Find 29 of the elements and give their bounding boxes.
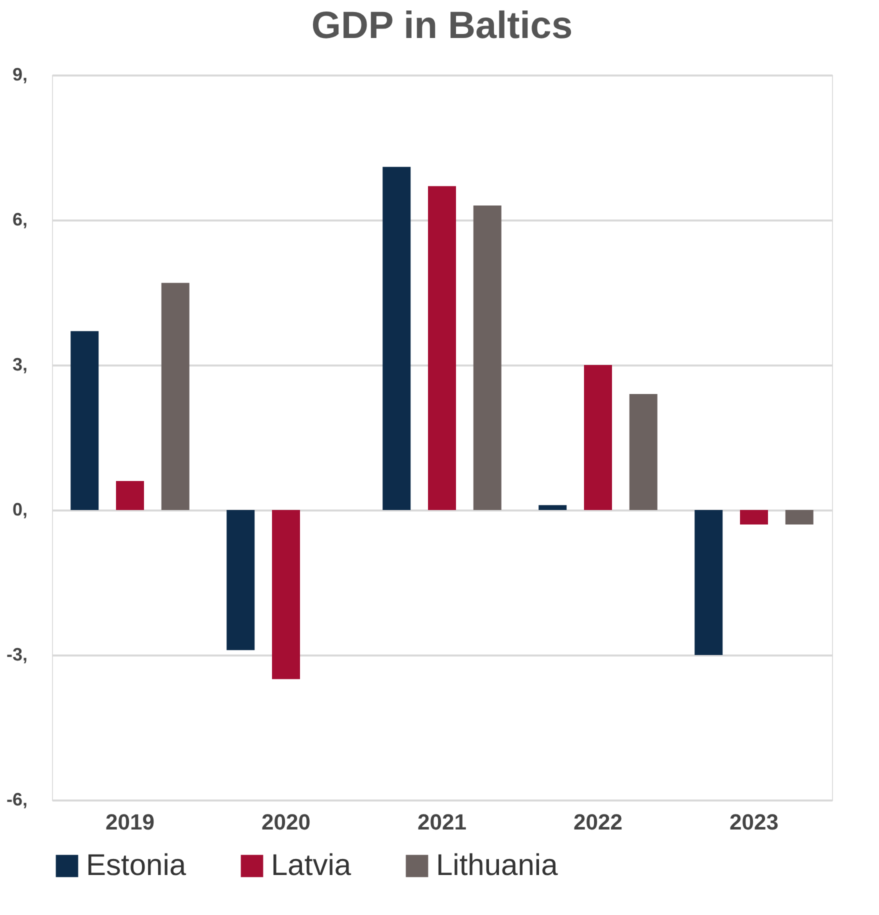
legend-label: Estonia: [86, 849, 186, 882]
bar: [740, 510, 768, 524]
bar: [161, 282, 190, 510]
x-tick-label: 2020: [262, 810, 310, 834]
bar: [116, 481, 144, 510]
bar: [70, 331, 99, 510]
y-tick-label: 0,: [12, 500, 28, 520]
bar: [584, 365, 612, 510]
chart-title: GDP in Baltics: [311, 5, 573, 47]
bar: [382, 166, 411, 510]
y-tick-label: 3,: [12, 354, 28, 374]
y-tick-label: -6,: [6, 790, 28, 810]
x-tick-label: 2023: [730, 810, 778, 834]
bar: [785, 510, 814, 524]
bar: [694, 510, 723, 655]
bar: [272, 510, 300, 680]
y-tick-label: 6,: [12, 210, 28, 230]
x-tick-label: 2021: [418, 810, 466, 834]
y-tick-label: -3,: [6, 644, 28, 664]
legend-label: Lithuania: [436, 849, 558, 882]
bar: [428, 186, 456, 510]
bar: [538, 505, 567, 510]
bar: [226, 510, 255, 650]
legend-label: Latvia: [271, 849, 352, 882]
bar: [629, 394, 658, 510]
y-tick-label: 9,: [12, 64, 28, 84]
x-tick-label: 2022: [574, 810, 622, 834]
x-tick-label: 2019: [106, 810, 154, 834]
bar: [473, 206, 502, 510]
